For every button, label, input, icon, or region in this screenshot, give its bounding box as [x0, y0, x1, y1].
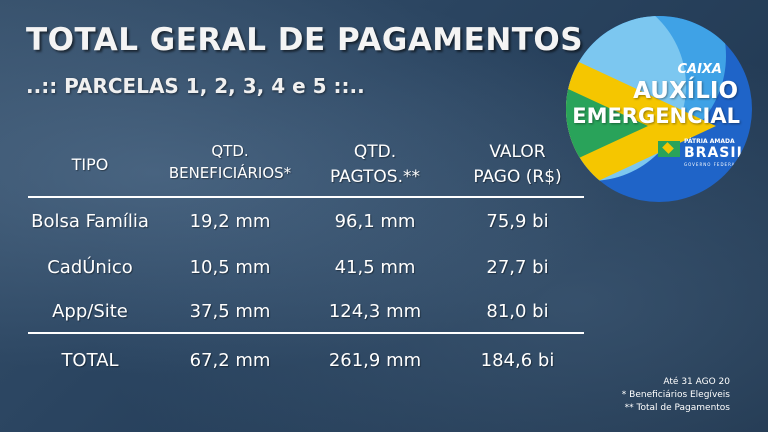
cell-tipo: Bolsa Família: [31, 211, 149, 232]
logo-gov-tagline: PÁTRIA AMADA: [684, 138, 735, 145]
page-title: TOTAL GERAL DE PAGAMENTOS: [26, 22, 584, 58]
logo-gov-sub: GOVERNO FEDERAL: [684, 162, 739, 167]
logo-green-wedge: [566, 88, 648, 164]
brazil-flag-icon: [658, 141, 680, 157]
header-line1: QTD.: [211, 142, 249, 160]
total-divider: [28, 332, 584, 334]
cell-valor: 75,9 bi: [486, 211, 549, 232]
cell-pagtos: 96,1 mm: [334, 211, 416, 232]
logo-line2: EMERGENCIAL: [572, 104, 740, 128]
header-valor-pago: VALOR PAGO (R$): [450, 140, 585, 190]
cell-beneficiarios: 19,2 mm: [189, 211, 271, 232]
cell-tipo: CadÚnico: [47, 257, 133, 278]
header-line2: BENEFICIÁRIOS*: [168, 164, 292, 182]
cell-tipo: App/Site: [52, 301, 128, 322]
header-qtd-pagtos: QTD. PAGTOS.**: [300, 140, 450, 190]
header-line2: PAGTOS.**: [329, 167, 421, 187]
footnote-date: Até 31 AGO 20: [663, 377, 730, 387]
header-line1: QTD.: [353, 142, 397, 162]
cell-pagtos: 41,5 mm: [334, 257, 416, 278]
header-tipo-label: TIPO: [71, 155, 109, 174]
page-subtitle: ..:: PARCELAS 1, 2, 3, 4 e 5 ::..: [26, 74, 365, 98]
cell-beneficiarios: 37,5 mm: [189, 301, 271, 322]
footnote-beneficiarios: * Beneficiários Elegíveis: [621, 390, 730, 400]
footnote-pagamentos: ** Total de Pagamentos: [624, 403, 730, 413]
cell-total-label: TOTAL: [61, 350, 119, 371]
cell-valor: 81,0 bi: [486, 301, 549, 322]
footnotes: Até 31 AGO 20 * Beneficiários Elegíveis …: [622, 376, 730, 415]
cell-total-pagtos: 261,9 mm: [328, 350, 422, 371]
logo-brand: CAIXA: [677, 62, 722, 77]
cell-pagtos: 124,3 mm: [328, 301, 422, 322]
cell-valor: 27,7 bi: [486, 257, 549, 278]
header-divider: [28, 196, 584, 198]
header-tipo: TIPO: [20, 154, 160, 176]
header-line2: PAGO (R$): [473, 167, 562, 187]
logo-line1: AUXÍLIO: [633, 78, 738, 104]
cell-total-beneficiarios: 67,2 mm: [189, 350, 271, 371]
cell-beneficiarios: 10,5 mm: [189, 257, 271, 278]
header-qtd-beneficiarios: QTD. BENEFICIÁRIOS*: [160, 140, 300, 184]
logo-gov-name: BRASIL: [684, 145, 747, 161]
cell-total-valor: 184,6 bi: [480, 350, 555, 371]
auxilio-emergencial-logo: CAIXA AUXÍLIO EMERGENCIAL PÁTRIA AMADA B…: [566, 16, 752, 202]
header-line1: VALOR: [489, 142, 546, 162]
